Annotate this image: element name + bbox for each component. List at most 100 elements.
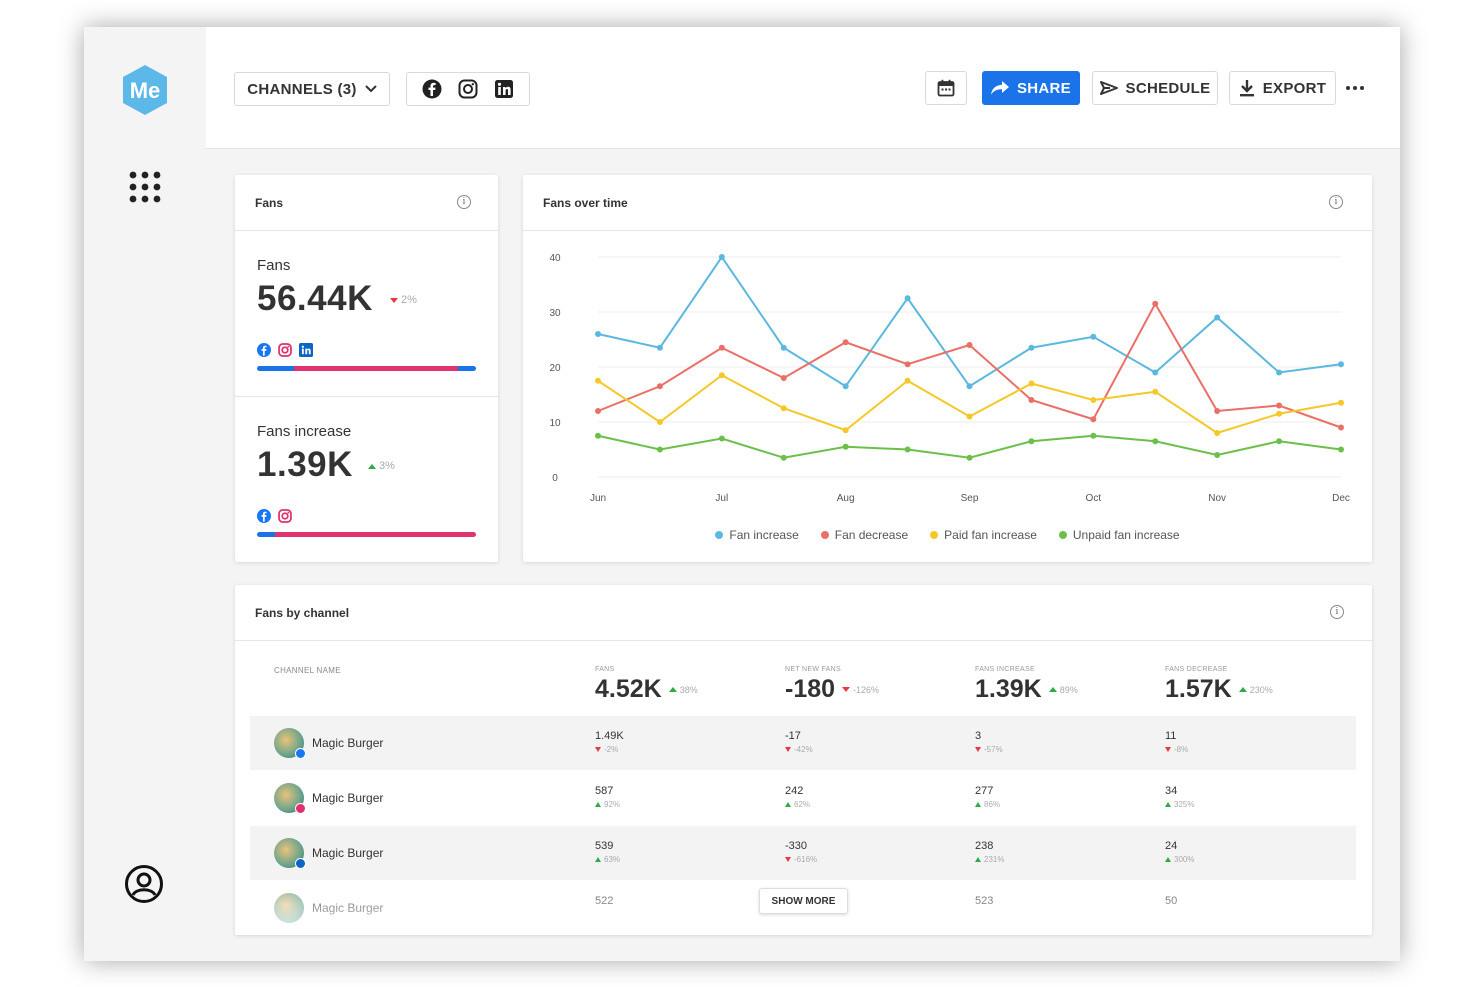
column-header[interactable]: FANS 4.52K 38% (595, 666, 698, 704)
user-account-icon[interactable] (124, 864, 164, 904)
date-range-button[interactable] (925, 71, 967, 105)
data-point[interactable] (1152, 369, 1159, 376)
data-point[interactable] (718, 435, 725, 442)
export-button[interactable]: EXPORT (1229, 71, 1336, 105)
data-point[interactable] (656, 446, 663, 453)
fans-metric-label: Fans (257, 257, 291, 274)
data-point[interactable] (595, 432, 601, 439)
data-point[interactable] (1338, 424, 1344, 431)
legend-item[interactable]: Unpaid fan increase (1058, 528, 1180, 542)
data-point[interactable] (1276, 369, 1283, 376)
fans-increase-delta: 3% (368, 460, 395, 472)
schedule-button[interactable]: SCHEDULE (1092, 71, 1218, 105)
data-point[interactable] (595, 408, 601, 414)
fans-card-title: Fans (255, 196, 284, 210)
legend-item[interactable]: Fan increase (715, 528, 799, 542)
table-row[interactable]: Magic Burger 587 92% 242 62% 277 86% 34 325% (250, 771, 1356, 825)
y-tick-label: 30 (549, 308, 561, 319)
data-point[interactable] (780, 454, 787, 461)
data-point[interactable] (904, 446, 911, 453)
data-point[interactable] (1152, 300, 1159, 307)
column-header[interactable]: NET NEW FANS -180 -126% (785, 666, 879, 704)
data-point[interactable] (966, 454, 973, 461)
data-point[interactable] (1028, 380, 1035, 387)
legend-item[interactable]: Paid fan increase (930, 528, 1037, 542)
cell-value: 3 (975, 730, 982, 742)
data-point[interactable] (842, 339, 849, 346)
data-point[interactable] (1090, 333, 1097, 340)
data-point[interactable] (1152, 388, 1159, 395)
app-logo[interactable]: Me (121, 64, 169, 116)
data-point[interactable] (1214, 314, 1221, 321)
table-row[interactable]: Magic Burger 1.49K -2% -17 -42% 3 -57% 11 -8% (250, 716, 1356, 770)
data-point[interactable] (718, 254, 725, 260)
fans-increase-value: 1.39K (257, 445, 353, 484)
data-point[interactable] (1338, 399, 1344, 406)
divider (235, 230, 498, 231)
data-point[interactable] (1338, 361, 1344, 368)
y-tick-label: 20 (549, 363, 561, 374)
data-point[interactable] (718, 344, 725, 351)
data-point[interactable] (595, 377, 601, 384)
data-point[interactable] (842, 443, 849, 450)
legend-item[interactable]: Fan decrease (820, 528, 908, 542)
data-point[interactable] (595, 331, 601, 337)
data-point[interactable] (656, 419, 663, 425)
column-header[interactable]: FANS INCREASE 1.39K 89% (975, 666, 1078, 704)
trend-down-icon (785, 857, 791, 862)
data-point[interactable] (966, 413, 973, 420)
data-point[interactable] (966, 383, 973, 390)
facebook-share-segment (257, 366, 295, 371)
trend-down-icon (1165, 747, 1171, 752)
channel-name: Magic Burger (312, 846, 384, 860)
share-label: SHARE (1016, 79, 1071, 97)
data-point[interactable] (1338, 446, 1344, 453)
data-point[interactable] (1152, 438, 1159, 445)
data-point[interactable] (780, 375, 787, 381)
data-point[interactable] (842, 383, 849, 390)
trend-down-icon (785, 747, 791, 752)
show-more-button[interactable]: SHOW MORE (759, 888, 848, 914)
data-point[interactable] (718, 372, 725, 379)
channels-dropdown[interactable]: CHANNELS (3) (234, 72, 390, 106)
linkedin-icon[interactable] (494, 79, 514, 99)
data-point[interactable] (1028, 344, 1035, 351)
data-point[interactable] (780, 405, 787, 412)
more-options-icon[interactable] (1346, 79, 1368, 97)
data-point[interactable] (842, 427, 849, 434)
share-button[interactable]: SHARE (982, 71, 1080, 105)
data-point[interactable] (1276, 410, 1283, 417)
data-point[interactable] (780, 344, 787, 351)
info-icon[interactable]: i (1330, 605, 1344, 619)
data-point[interactable] (656, 383, 663, 390)
column-header[interactable]: FANS DECREASE 1.57K 230% (1165, 666, 1273, 704)
data-point[interactable] (1214, 430, 1221, 436)
data-point[interactable] (1090, 416, 1097, 423)
data-point[interactable] (1276, 438, 1283, 445)
data-point[interactable] (904, 361, 911, 368)
facebook-icon[interactable] (422, 79, 442, 99)
facebook-share-segment (257, 532, 275, 537)
data-point[interactable] (1090, 432, 1097, 439)
data-point[interactable] (904, 377, 911, 384)
data-point[interactable] (1028, 438, 1035, 445)
data-point[interactable] (966, 342, 973, 348)
data-point[interactable] (1090, 397, 1097, 403)
info-icon[interactable]: i (457, 195, 471, 209)
column-delta: -126% (842, 685, 879, 695)
column-label: FANS INCREASE (975, 666, 1035, 673)
info-icon[interactable]: i (1329, 195, 1343, 209)
data-point[interactable] (1214, 408, 1221, 414)
cell-value: 1.49K (595, 730, 624, 742)
data-point[interactable] (656, 344, 663, 351)
instagram-icon[interactable] (458, 79, 478, 99)
data-point[interactable] (1028, 397, 1035, 403)
apps-grid-icon[interactable] (128, 170, 162, 204)
data-point[interactable] (1276, 402, 1283, 409)
column-label: FANS (595, 666, 615, 673)
data-point[interactable] (904, 295, 911, 302)
data-point[interactable] (1214, 452, 1221, 458)
column-label: NET NEW FANS (785, 666, 841, 673)
table-row[interactable]: Magic Burger 539 63% -330 -616% 238 231% 24 300% (250, 826, 1356, 880)
instagram-icon (295, 803, 306, 814)
